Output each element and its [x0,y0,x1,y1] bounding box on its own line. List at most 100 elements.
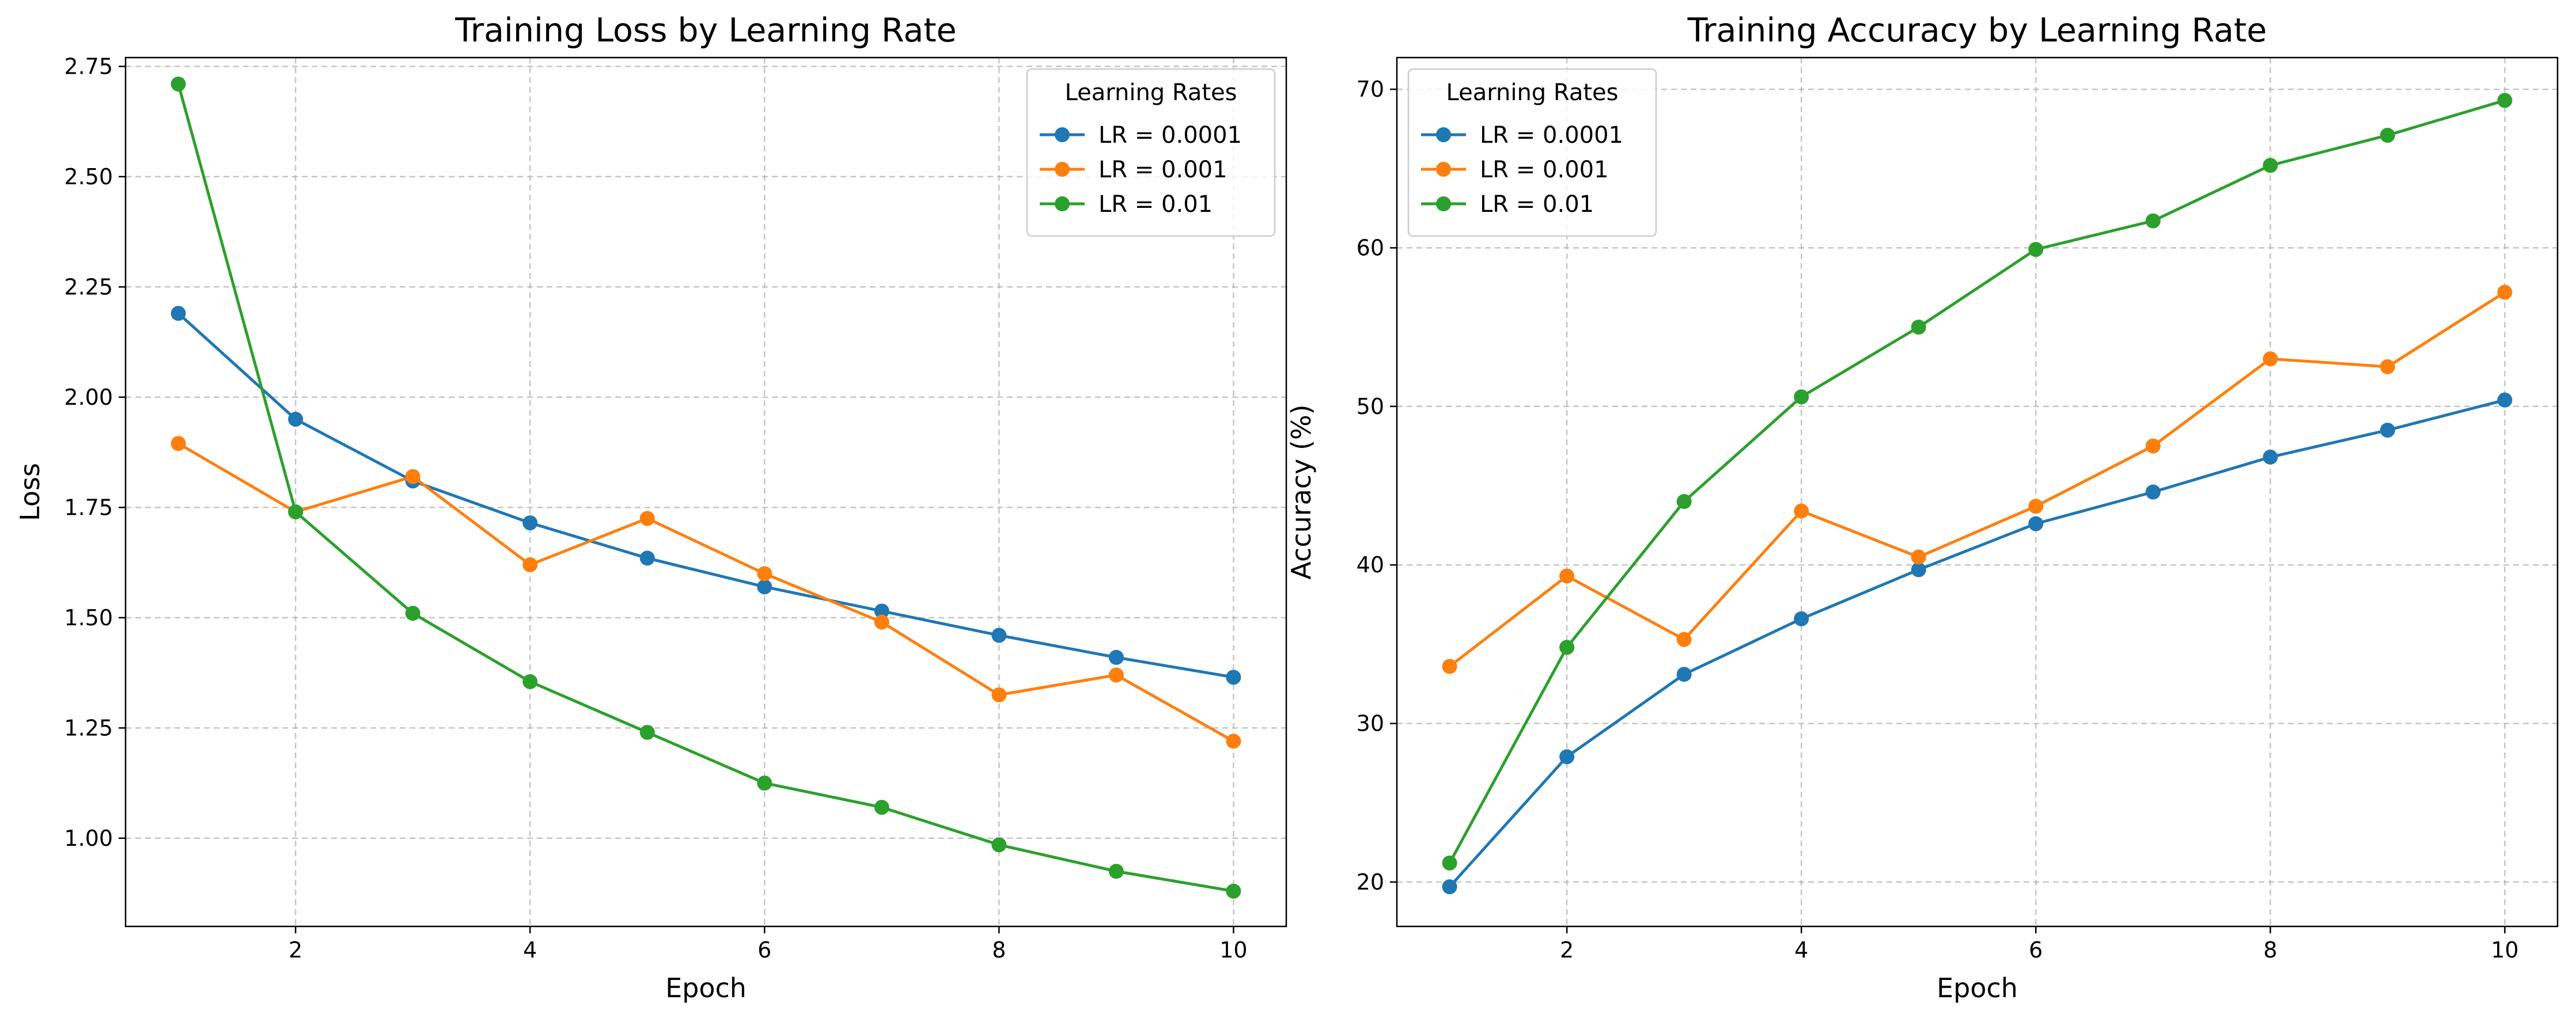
y-tick-label: 1.00 [64,826,113,851]
y-tick-label: 1.50 [64,605,113,630]
data-point [2263,351,2278,367]
data-point [1676,667,1692,682]
legend-label: LR = 0.001 [1480,157,1609,183]
series-3 [1442,93,2513,871]
series-line [1449,291,2506,668]
legend: Learning Rates LR = 0.0001 LR = 0.001 LR = … [1407,68,1657,237]
data-point [874,603,889,619]
data-point [1911,549,1926,565]
data-point [288,412,304,427]
x-tick-label: 6 [2029,937,2043,963]
x-tick-label: 10 [1219,937,1247,963]
data-point [1559,568,1575,584]
x-tick-label: 8 [2263,937,2277,963]
data-point [639,724,655,740]
legend-box [1026,68,1276,237]
chart-title: Training Accuracy by Learning Rate [1687,12,2267,50]
y-tick-label: 2.50 [64,164,113,189]
x-tick-label: 2 [289,937,302,963]
legend-swatch-marker [1436,196,1451,211]
data-point [2145,484,2161,500]
legend-box [1407,68,1657,237]
series-line [177,442,1234,743]
x-tick-label: 8 [992,937,1006,963]
legend-label: LR = 0.01 [1480,191,1594,218]
series-line [1448,98,2506,864]
data-point [2028,242,2044,257]
data-point [1911,320,1926,335]
y-tick-label: 2.75 [64,54,113,79]
y-tick-label: 50 [1357,394,1384,419]
data-point [1676,632,1692,647]
legend-swatch-marker [1436,127,1451,142]
data-point [522,515,538,531]
data-point [522,674,538,689]
x-tick-label: 4 [523,937,537,963]
data-point [757,566,772,582]
legend-title: Learning Rates [1446,79,1619,106]
data-point [1108,649,1124,665]
y-axis-label: Accuracy (%) [1286,404,1317,579]
data-point [1794,503,1809,519]
data-point [1794,389,1809,405]
legend-swatch-marker [1436,162,1451,177]
y-tick-label: 1.75 [64,495,113,520]
legend-title: Learning Rates [1065,79,1237,106]
data-point [991,837,1007,853]
data-point [1676,494,1692,510]
data-point [2263,449,2278,465]
data-point [2497,284,2513,300]
data-point [874,800,889,815]
y-tick-label: 40 [1357,552,1384,578]
data-point [991,628,1007,643]
data-point [288,504,304,519]
data-point [1442,659,1457,674]
y-tick-label: 60 [1357,235,1384,260]
data-point [171,76,186,92]
data-point [2145,438,2161,454]
data-point [991,687,1007,702]
y-axis-label: Loss [14,463,46,521]
data-point [522,557,538,572]
data-point [2028,499,2044,514]
data-point [1911,562,1926,578]
x-axis-label: Epoch [665,972,747,1004]
x-tick-label: 10 [2491,937,2518,963]
data-point [757,579,772,595]
x-axis-label: Epoch [1937,972,2018,1004]
legend: Learning Rates LR = 0.0001 LR = 0.001 LR = … [1026,68,1276,237]
data-point [2497,93,2513,108]
data-point [1559,640,1575,655]
data-point [757,776,772,791]
series-1 [1442,392,2513,895]
legend-label: LR = 0.0001 [1480,122,1623,149]
data-point [2028,516,2044,531]
data-point [2380,127,2395,143]
series-2 [1442,284,2513,674]
series-3 [171,76,1241,899]
data-point [1108,667,1124,683]
chart-accuracy: 2 4 6 8 10 20 30 40 50 60 70 Training Accuracy by L… [1286,12,2559,1004]
legend-label: LR = 0.0001 [1098,122,1242,149]
legend-label: LR = 0.01 [1098,191,1213,218]
data-point [1108,864,1124,879]
data-point [2380,423,2395,438]
y-tick-label: 2.25 [64,274,113,299]
x-tick-label: 4 [1794,937,1808,963]
series-line [1448,398,2506,888]
chart-title: Training Loss by Learning Rate [454,12,956,50]
legend-swatch-marker [1055,127,1070,142]
y-tick-label: 30 [1357,711,1384,736]
data-point [1442,855,1457,871]
y-tick-label: 20 [1357,869,1384,895]
axes-frame [1396,56,2559,928]
data-point [1226,734,1241,749]
legend-swatch-marker [1055,196,1070,211]
data-point [1442,879,1457,895]
y-tick-label: 70 [1357,77,1384,102]
data-point [874,614,889,630]
data-point [2380,359,2395,374]
y-tick-label: 2.00 [64,385,113,410]
